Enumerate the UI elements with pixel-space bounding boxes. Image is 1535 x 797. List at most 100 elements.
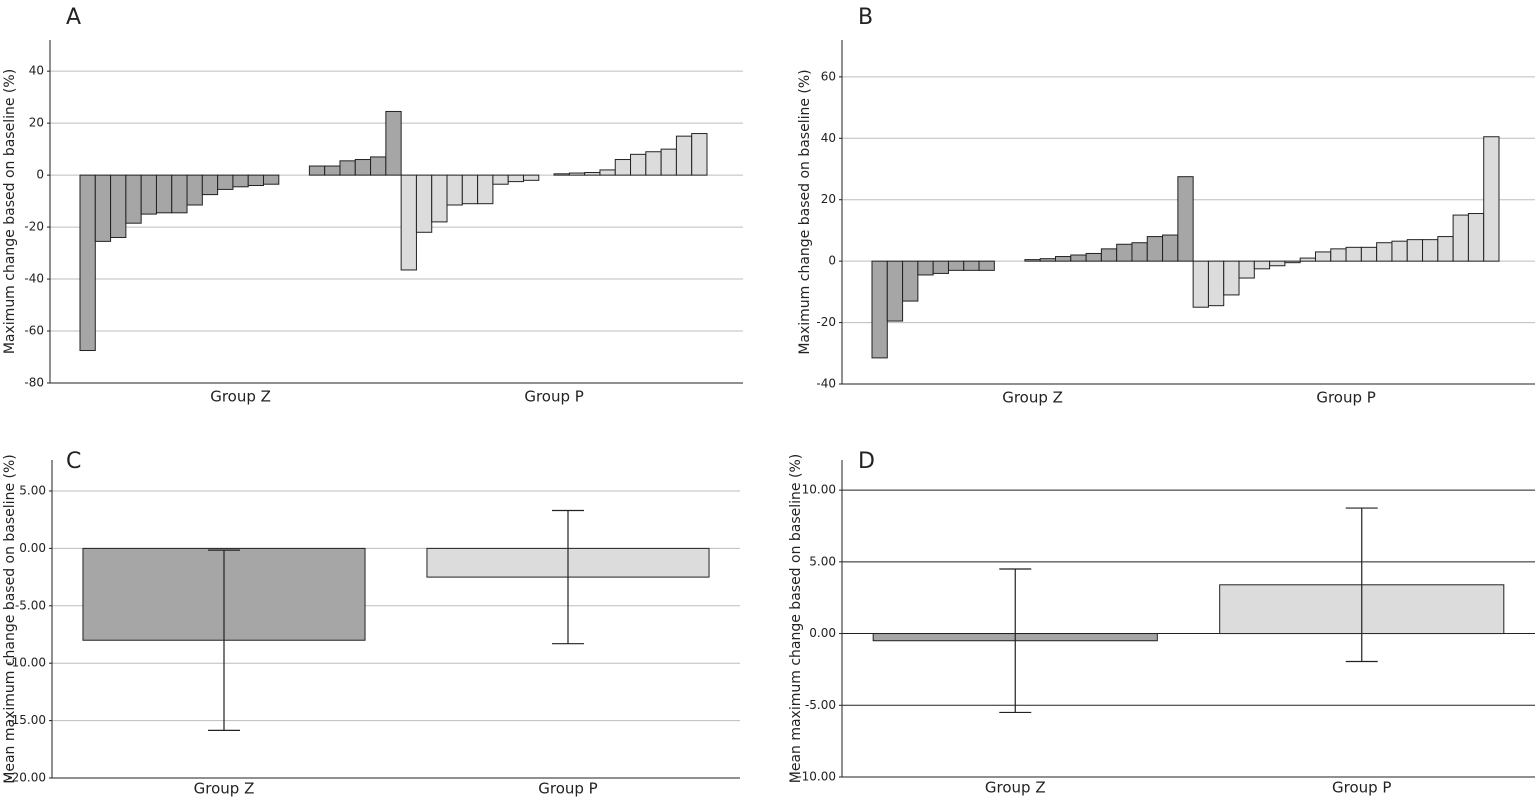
bar — [1238, 260, 1255, 279]
bar — [1223, 260, 1240, 296]
y-tick-label: -15.00 — [7, 713, 46, 727]
bar — [232, 174, 249, 188]
y-tick-label: -80 — [24, 376, 44, 390]
bar — [614, 159, 632, 176]
bar — [963, 260, 980, 271]
bar — [217, 174, 234, 190]
bar — [932, 260, 949, 274]
bar — [125, 174, 142, 224]
y-tick-label: 60 — [821, 69, 836, 83]
bar — [1146, 236, 1164, 262]
y-tick-label: 0.00 — [19, 541, 46, 555]
panel-letter: A — [66, 5, 81, 30]
bar — [354, 159, 372, 176]
bar — [370, 156, 387, 176]
y-tick-label: -20 — [816, 315, 836, 329]
y-tick-label: 40 — [821, 131, 836, 145]
y-tick-label: -5.00 — [15, 598, 46, 612]
bar — [1360, 246, 1378, 262]
y-tick-label: 0.00 — [809, 626, 836, 640]
bar — [871, 260, 888, 359]
panel-letter: D — [858, 449, 875, 474]
bar — [1437, 236, 1454, 262]
bar — [917, 260, 934, 276]
bar — [660, 148, 677, 176]
bar — [902, 260, 919, 302]
y-axis-label: Mean maximum change based on baseline (%… — [788, 454, 804, 783]
x-tick-label: Group Z — [210, 388, 271, 406]
y-tick-label: -40 — [816, 377, 836, 391]
bar — [385, 110, 402, 176]
y-tick-label: 10.00 — [802, 483, 836, 497]
y-tick-label: 20 — [821, 192, 836, 206]
bar — [324, 165, 341, 176]
y-tick-label: -10.00 — [797, 770, 836, 784]
y-tick-label: -60 — [24, 324, 44, 338]
bar — [446, 174, 463, 206]
y-tick-label: 0 — [828, 254, 836, 268]
y-axis-label: Maximum change based on baseline (%) — [797, 69, 813, 354]
y-tick-label: -40 — [24, 272, 44, 286]
bar — [263, 174, 280, 185]
bar — [110, 174, 127, 238]
y-tick-label: -20 — [24, 220, 44, 234]
y-axis-label: Mean maximum change based on baseline (%… — [2, 454, 18, 783]
bar — [461, 174, 479, 205]
y-tick-label: 20 — [29, 116, 44, 130]
bar — [568, 172, 586, 176]
bar — [507, 174, 524, 183]
bar — [1284, 260, 1301, 264]
bar — [1192, 260, 1209, 308]
bar — [1253, 260, 1271, 270]
bar — [1024, 259, 1041, 262]
bar — [675, 135, 693, 176]
bar — [599, 169, 616, 176]
bar — [1483, 136, 1500, 262]
bar — [477, 174, 494, 205]
y-tick-label: 5.00 — [19, 483, 46, 497]
x-tick-label: Group Z — [194, 780, 255, 797]
bar — [886, 260, 904, 322]
bar — [140, 174, 157, 215]
bar — [1070, 254, 1087, 262]
bar — [630, 153, 647, 176]
x-tick-label: Group P — [1316, 389, 1375, 407]
bar — [1100, 248, 1118, 262]
panel-letter: B — [858, 5, 873, 30]
bar — [1162, 234, 1179, 262]
bar — [1269, 260, 1286, 267]
bar — [415, 174, 433, 233]
bar — [1177, 176, 1194, 262]
bar — [1055, 256, 1072, 262]
bar — [1131, 242, 1148, 262]
bar — [308, 165, 326, 176]
bar — [691, 133, 708, 176]
bar — [947, 260, 965, 271]
bar — [1207, 260, 1225, 307]
bar — [431, 174, 448, 223]
bar — [584, 172, 601, 176]
bar — [1376, 242, 1393, 262]
bar — [1116, 243, 1133, 262]
bar — [155, 174, 173, 214]
bar — [522, 174, 540, 181]
bar — [186, 174, 203, 206]
bar — [1391, 240, 1408, 262]
bar — [1467, 213, 1485, 262]
bar — [1330, 248, 1347, 262]
bar — [978, 260, 995, 271]
x-tick-label: Group Z — [985, 779, 1046, 797]
y-tick-label: 40 — [29, 64, 44, 78]
bar — [1345, 246, 1362, 262]
bar — [1422, 239, 1439, 262]
bar — [1299, 257, 1316, 262]
bar — [400, 174, 417, 271]
y-tick-label: 0 — [36, 168, 44, 182]
bar — [171, 174, 188, 214]
y-tick-label: -10.00 — [7, 656, 46, 670]
x-tick-label: Group P — [1332, 779, 1391, 797]
bar — [1314, 251, 1332, 262]
bar — [339, 160, 356, 176]
bar — [94, 174, 112, 242]
